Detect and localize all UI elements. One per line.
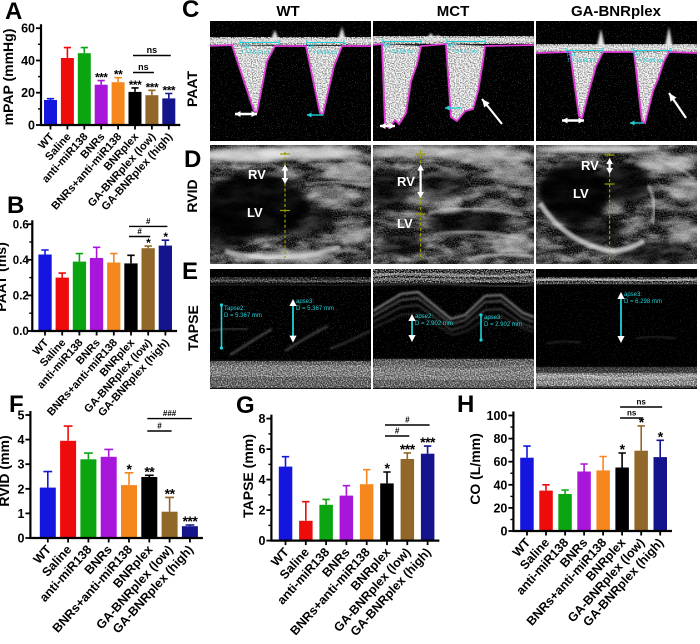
svg-text:RVID (mm): RVID (mm): [0, 435, 12, 506]
svg-text:*: *: [385, 460, 391, 476]
svg-text:D: D: [184, 146, 201, 173]
svg-text:RV: RV: [248, 167, 266, 182]
svg-text:1: 1: [17, 507, 24, 521]
svg-text:ns: ns: [627, 409, 637, 418]
svg-text:ns: ns: [138, 62, 149, 72]
svg-text:###: ###: [163, 409, 177, 418]
svg-text:0.0: 0.0: [13, 326, 29, 338]
svg-text:PAAT: PAAT: [184, 71, 200, 107]
svg-text:A: A: [5, 0, 22, 25]
svg-text:T = 31.48 ms: T = 31.48 ms: [567, 58, 597, 64]
svg-text:*: *: [163, 230, 168, 244]
svg-text:0: 0: [500, 525, 507, 539]
svg-text:apse3:: apse3:: [484, 315, 502, 321]
svg-text:RV: RV: [581, 158, 599, 173]
svg-text:H: H: [457, 391, 474, 418]
svg-text:D = 5.367 mm: D = 5.367 mm: [296, 306, 334, 312]
svg-text:apse2:: apse2:: [415, 314, 433, 320]
svg-text:20: 20: [21, 86, 35, 100]
svg-text:***: ***: [182, 513, 198, 529]
svg-text:D = 2.902 mm: D = 2.902 mm: [484, 322, 522, 328]
svg-text:D = 2.902 mm: D = 2.902 mm: [415, 321, 453, 327]
svg-text:WT: WT: [276, 3, 299, 20]
svg-text:6: 6: [258, 443, 265, 457]
svg-text:20: 20: [493, 501, 507, 515]
svg-text:60: 60: [21, 22, 35, 36]
svg-text:2: 2: [17, 482, 24, 496]
svg-text:B: B: [7, 192, 24, 219]
svg-text:D = 5.367 mm: D = 5.367 mm: [224, 313, 262, 319]
svg-text:8: 8: [258, 412, 265, 426]
svg-text:***: ***: [129, 78, 142, 92]
svg-text:100: 100: [487, 409, 508, 423]
svg-text:PAAT (ms): PAAT (ms): [0, 242, 9, 311]
svg-text:MCT: MCT: [437, 3, 470, 20]
svg-text:0: 0: [17, 532, 24, 546]
svg-text:F: F: [9, 391, 24, 418]
svg-text:**: **: [144, 463, 155, 479]
svg-text:RVID: RVID: [184, 179, 200, 212]
svg-text:PAT:: PAT:: [634, 53, 644, 59]
svg-text:40: 40: [493, 478, 507, 492]
svg-text:0.2: 0.2: [13, 291, 29, 303]
svg-text:Tapse2:: Tapse2:: [224, 306, 245, 312]
svg-text:#: #: [146, 217, 151, 226]
svg-text:60: 60: [493, 455, 507, 469]
svg-text:40: 40: [21, 54, 35, 68]
svg-text:*: *: [127, 461, 133, 477]
svg-text:TAPSE: TAPSE: [185, 305, 201, 351]
svg-text:***: ***: [420, 434, 436, 450]
svg-text:T = 34.41 ms: T = 34.41 ms: [448, 49, 478, 55]
svg-text:C: C: [182, 0, 199, 23]
svg-text:*: *: [658, 428, 664, 444]
svg-text:4: 4: [258, 473, 265, 487]
svg-text:2: 2: [258, 504, 265, 518]
svg-text:G: G: [236, 392, 255, 419]
svg-text:#: #: [137, 227, 142, 236]
svg-text:5: 5: [17, 409, 24, 423]
svg-text:#: #: [405, 416, 410, 425]
svg-text:***: ***: [146, 80, 159, 94]
svg-text:0: 0: [258, 534, 265, 548]
svg-text:0.4: 0.4: [13, 255, 30, 267]
svg-text:ns: ns: [637, 398, 647, 407]
svg-text:T = 29.53 ms: T = 29.53 ms: [384, 49, 414, 55]
svg-text:*: *: [639, 414, 645, 430]
svg-text:LV: LV: [397, 216, 413, 231]
svg-text:**: **: [114, 68, 123, 82]
svg-text:*: *: [146, 236, 151, 250]
svg-text:4: 4: [17, 433, 24, 447]
svg-text:CO (L/mm): CO (L/mm): [467, 433, 483, 505]
svg-text:T = 30.00 ms: T = 30.00 ms: [634, 58, 664, 64]
svg-text:#: #: [395, 427, 400, 436]
svg-text:PAT:: PAT:: [448, 44, 458, 50]
svg-text:*: *: [620, 441, 626, 457]
svg-text:apse3:: apse3:: [296, 299, 314, 305]
svg-text:LV: LV: [247, 205, 263, 220]
svg-text:E: E: [182, 258, 198, 285]
svg-text:PAT:: PAT:: [241, 45, 251, 51]
svg-text:***: ***: [400, 441, 416, 457]
svg-text:***: ***: [163, 84, 176, 98]
svg-text:PAT:: PAT:: [308, 45, 318, 51]
svg-text:D = 6.298 mm: D = 6.298 mm: [624, 299, 662, 305]
svg-text:mPAP (mmHg): mPAP (mmHg): [0, 29, 16, 126]
svg-text:**: **: [165, 485, 176, 501]
svg-text:***: ***: [95, 71, 108, 85]
svg-text:80: 80: [493, 432, 507, 446]
svg-text:apse3:: apse3:: [624, 292, 642, 298]
svg-text:LV: LV: [573, 186, 589, 201]
svg-text:TAPSE (mm): TAPSE (mm): [240, 434, 256, 518]
svg-text:0: 0: [28, 119, 35, 133]
svg-text:GA-BNRplex: GA-BNRplex: [571, 3, 662, 20]
svg-text:PAT:: PAT:: [384, 44, 394, 50]
svg-text:PAT:: PAT:: [567, 53, 577, 59]
svg-text:RV: RV: [397, 174, 415, 189]
svg-text:3: 3: [17, 458, 24, 472]
svg-text:ns: ns: [147, 45, 158, 55]
svg-text:0.6: 0.6: [13, 219, 29, 231]
svg-text:#: #: [157, 422, 162, 431]
svg-text:T = 62.22 ms: T = 62.22 ms: [241, 50, 271, 56]
svg-text:T = 64.66 ms: T = 64.66 ms: [308, 50, 338, 56]
